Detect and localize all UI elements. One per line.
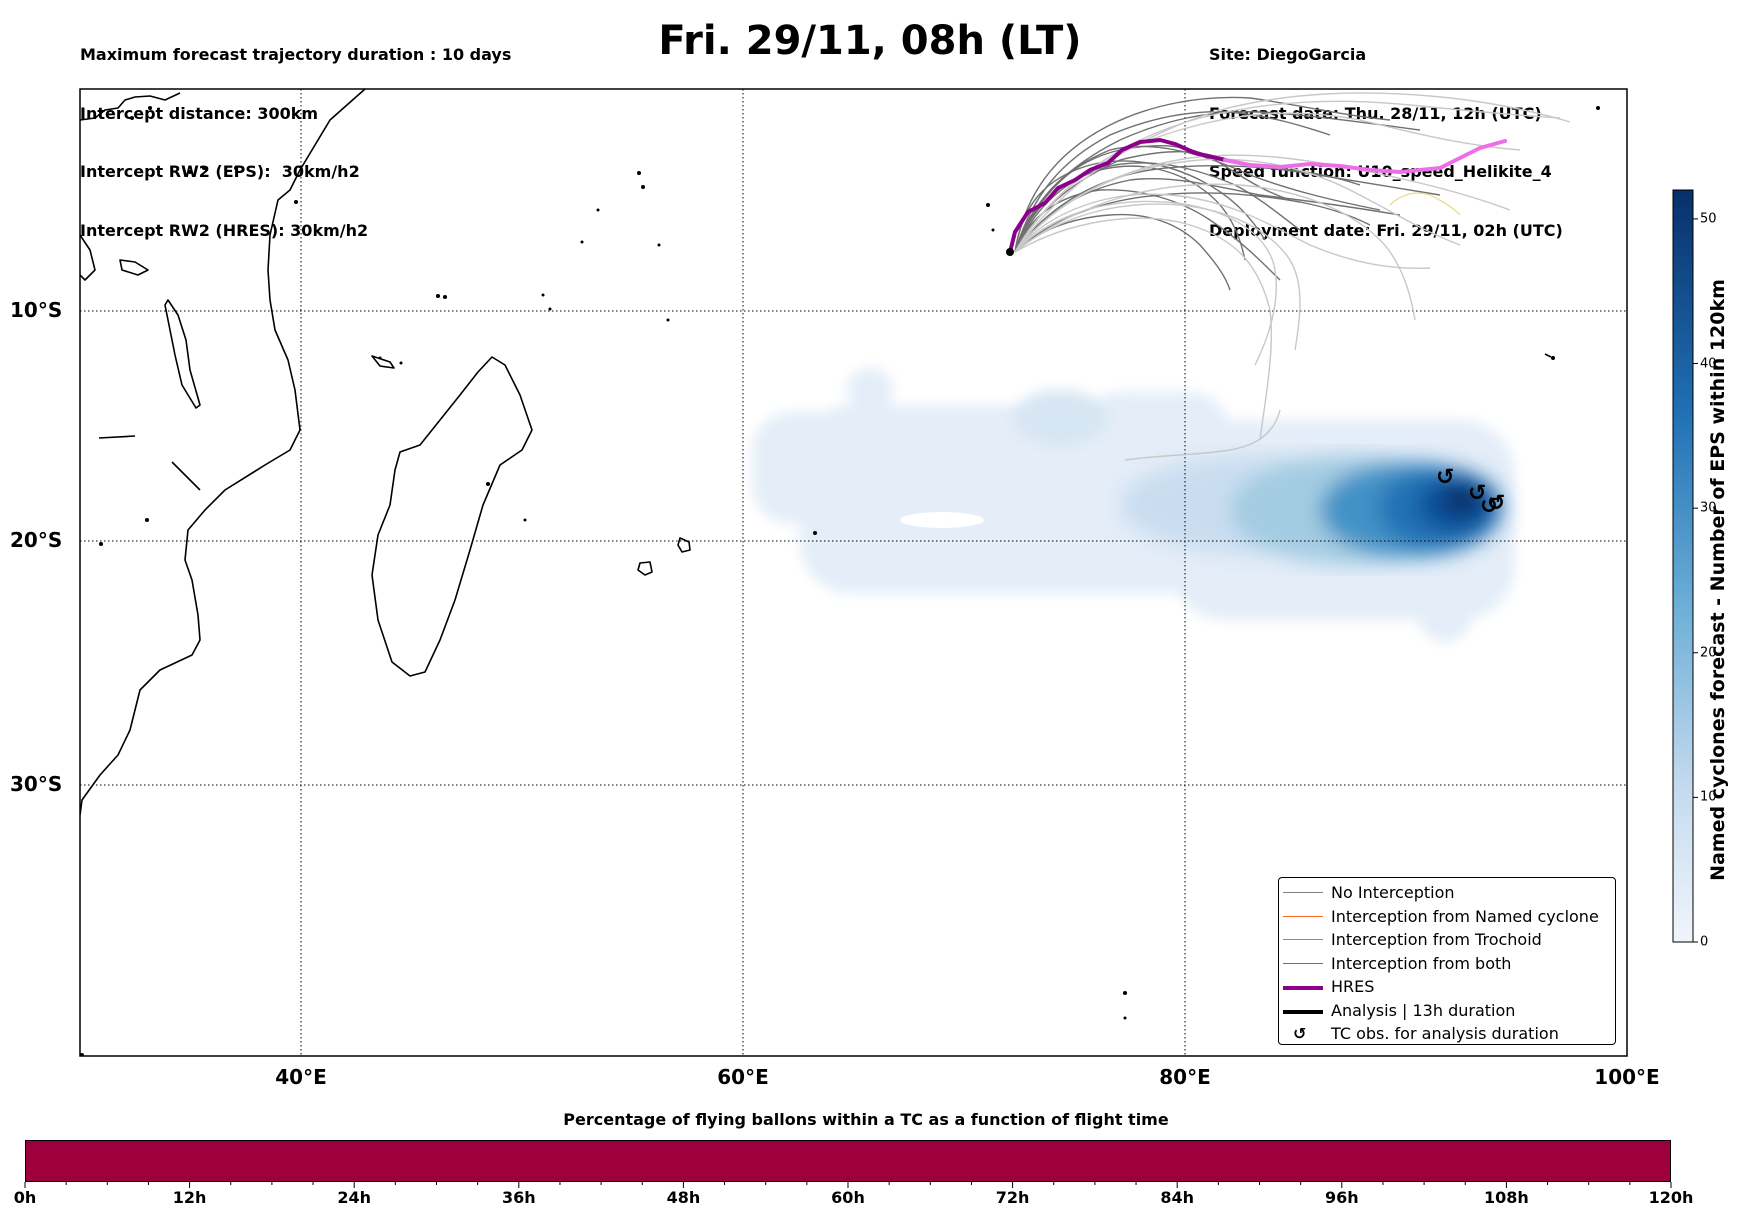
africa-coastline — [80, 89, 366, 816]
graticule — [80, 89, 1627, 1056]
small-islands — [80, 106, 1600, 1056]
tc-obs-marker: ↺ — [1468, 481, 1486, 506]
hour-label: 108h — [1483, 1188, 1529, 1207]
hour-label: 84h — [1160, 1188, 1195, 1207]
eastern-isle — [1544, 353, 1552, 358]
map-frame — [79, 88, 1628, 1057]
tc-obs-marker: ↺ — [1487, 491, 1505, 516]
lon-label-40e: 40°E — [275, 1065, 327, 1089]
lon-label-60e: 60°E — [717, 1065, 769, 1089]
reunion-coastline — [677, 537, 691, 553]
tc-observation-markers: ↺ ↺ ↺ ↺ — [1436, 465, 1505, 519]
socotra-coastline — [119, 259, 149, 276]
lat-label-20s: 20°S — [10, 528, 63, 552]
lon-label-80e: 80°E — [1159, 1065, 1211, 1089]
eps-trajectories — [1014, 92, 1571, 461]
legend-item-no-interception: No Interception — [1279, 881, 1615, 905]
arabia-coastline — [80, 92, 181, 121]
mauritius-coastline — [637, 561, 653, 576]
deployment-site-marker — [1006, 248, 1014, 256]
legend-swatch — [1283, 962, 1323, 964]
colorbar-tick-label: 20 — [1700, 645, 1717, 661]
cyclone-density-field — [752, 368, 1515, 642]
legend-label: Interception from Named cyclone — [1331, 906, 1599, 926]
legend-item-trochoid: Interception from Trochoid — [1279, 928, 1615, 952]
hour-label: 36h — [501, 1188, 536, 1207]
legend-swatch — [1283, 939, 1323, 940]
hour-label: 72h — [995, 1188, 1030, 1207]
legend-swatch — [1283, 1009, 1323, 1014]
legend-swatch — [1283, 915, 1323, 917]
flight-percentage-bar — [25, 1140, 1671, 1182]
hour-label: 0h — [13, 1188, 37, 1207]
forecast-parameters: Maximum forecast trajectory duration : 1… — [80, 6, 511, 260]
legend-label: HRES — [1331, 977, 1375, 996]
legend-item-hres: HRES — [1279, 975, 1615, 999]
flight-bar-ticks — [24, 1182, 1672, 1188]
legend-label: TC obs. for analysis duration — [1331, 1024, 1559, 1043]
colorbar-tick-label: 50 — [1700, 211, 1717, 227]
comoros-isle — [171, 461, 201, 491]
tc-obs-marker: ↺ — [1480, 494, 1498, 519]
hour-label: 120h — [1648, 1188, 1694, 1207]
site-text: Site: DiegoGarcia — [1209, 45, 1367, 64]
max-duration-text: Maximum forecast trajectory duration : 1… — [80, 45, 512, 64]
intercept-eps-text: Intercept RW2 (EPS): 30km/h2 — [80, 162, 360, 181]
legend-label: Analysis | 13h duration — [1331, 1000, 1516, 1020]
colorbar-tick-label: 0 — [1700, 934, 1709, 950]
intercept-distance-text: Intercept distance: 300km — [80, 103, 319, 123]
legend-swatch — [1283, 892, 1323, 893]
legend-swatch — [1283, 986, 1323, 990]
coastlines — [80, 89, 1552, 816]
colorbar-gradient — [1672, 189, 1694, 943]
site-info: Site: DiegoGarcia Forecast date: Thu. 28… — [1209, 6, 1563, 260]
colorbar-tick-label: 30 — [1700, 500, 1717, 516]
hour-label: 48h — [666, 1188, 701, 1207]
legend-item-named-cyclone: Interception from Named cyclone — [1279, 905, 1615, 929]
hres-trajectory — [1008, 138, 1507, 254]
legend-label: Interception from Trochoid — [1331, 930, 1542, 949]
legend-item-analysis: Analysis | 13h duration — [1279, 999, 1615, 1023]
somalia-coast-island — [80, 234, 96, 281]
legend-label: Interception from both — [1331, 953, 1512, 973]
lat-label-30s: 30°S — [10, 772, 63, 796]
legend-item-both: Interception from both — [1279, 952, 1615, 976]
colorbar-tick-label: 10 — [1700, 789, 1717, 805]
mozambique-isle — [371, 355, 395, 369]
colorbar-tick-label: 40 — [1700, 356, 1717, 372]
madagascar-coastline — [371, 356, 533, 677]
colorbar — [1672, 189, 1698, 943]
lat-label-10s: 10°S — [10, 298, 63, 322]
flight-bar-title: Percentage of flying ballons within a TC… — [563, 1110, 1169, 1129]
hour-label: 60h — [831, 1188, 865, 1207]
hour-label: 12h — [172, 1188, 207, 1207]
hour-label: 96h — [1324, 1188, 1359, 1207]
zanzibar-coastline — [164, 299, 201, 409]
seychelles-isle — [98, 435, 136, 439]
lon-label-100e: 100°E — [1594, 1065, 1660, 1089]
map-legend: No Interception Interception from Named … — [1278, 877, 1616, 1045]
legend-label: No Interception — [1331, 883, 1455, 902]
hour-label: 24h — [337, 1188, 372, 1207]
density-gap — [900, 512, 984, 528]
tc-obs-icon: ↺ — [1293, 1024, 1307, 1043]
deployment-date-text: Deployment date: Fri. 29/11, 02h (UTC) — [1209, 220, 1563, 240]
legend-item-tc-obs: ↺ TC obs. for analysis duration — [1279, 1022, 1615, 1046]
tc-obs-marker: ↺ — [1436, 465, 1454, 490]
intercept-hres-text: Intercept RW2 (HRES): 30km/h2 — [80, 220, 369, 240]
page-title: Fri. 29/11, 08h (LT) — [658, 18, 1082, 64]
